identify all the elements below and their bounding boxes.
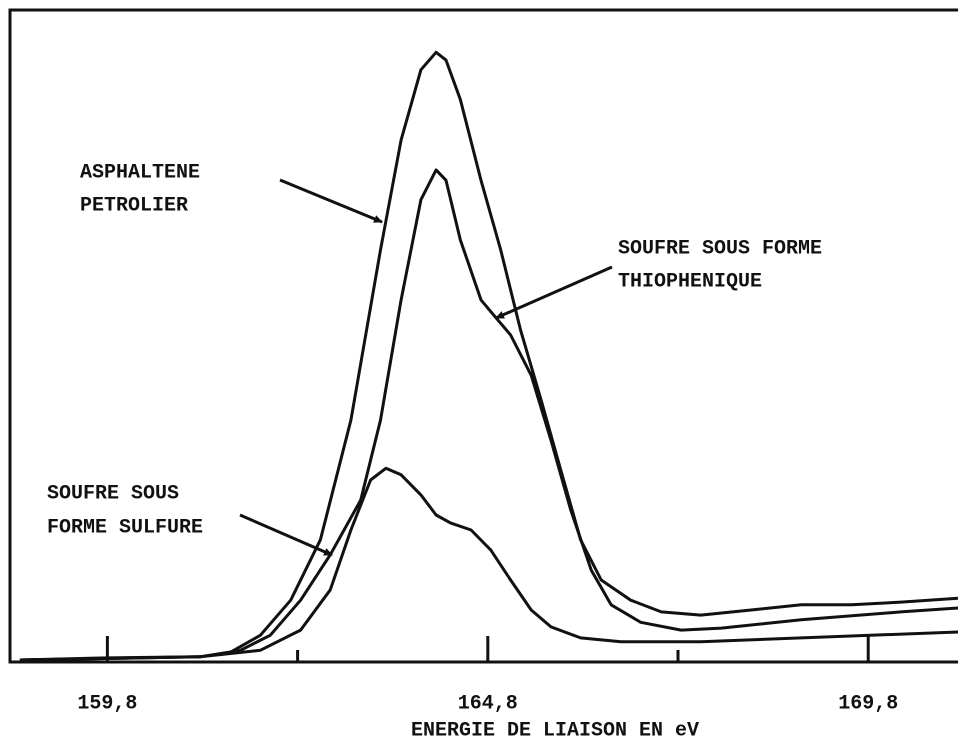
- x-axis-label: ENERGIE DE LIAISON EN eV: [411, 719, 699, 742]
- annotation-arrow: [279, 178, 383, 224]
- annotation: FORME SULFURE: [47, 516, 203, 539]
- annotation: THIOPHENIQUE: [618, 270, 762, 293]
- series-line: [19, 466, 958, 662]
- annotation: SOUFRE SOUS FORME: [618, 237, 822, 260]
- x-tick-label: 169,8: [838, 692, 898, 715]
- x-tick-label: 159,8: [77, 692, 137, 715]
- annotation: ASPHALTENE: [80, 161, 200, 184]
- plot-frame: [8, 8, 958, 664]
- annotation: PETROLIER: [80, 194, 188, 217]
- annotation-arrow: [495, 265, 613, 320]
- annotation: SOUFRE SOUS: [47, 482, 179, 505]
- annotation-arrow: [239, 513, 333, 557]
- x-tick-label: 164,8: [458, 692, 518, 715]
- series-line: [19, 50, 958, 662]
- series-line: [19, 168, 958, 662]
